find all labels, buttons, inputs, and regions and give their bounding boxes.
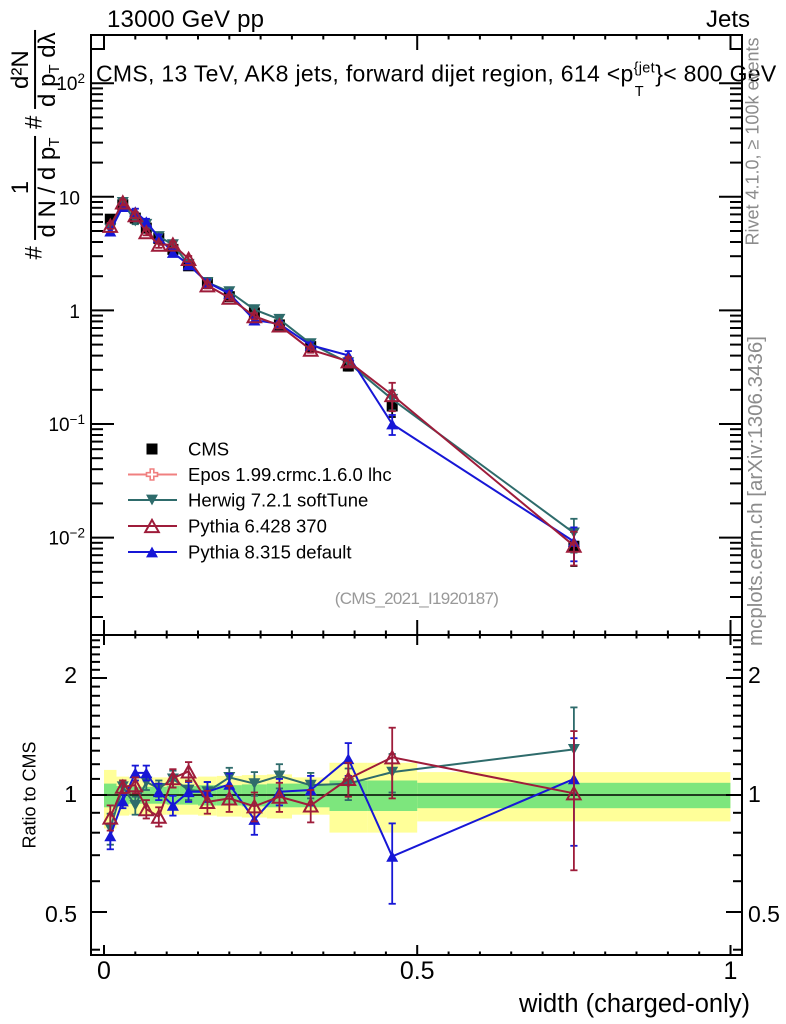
svg-text:10: 10 [59, 188, 80, 209]
svg-text:1: 1 [748, 781, 761, 807]
svg-text:13000 GeV pp: 13000 GeV pp [107, 6, 264, 33]
svg-text:CMS, 13 TeV, AK8 jets, forward: CMS, 13 TeV, AK8 jets, forward dijet reg… [96, 61, 777, 100]
svg-text:Pythia 8.315 default: Pythia 8.315 default [188, 542, 352, 563]
svg-text:(CMS_2021_I1920187): (CMS_2021_I1920187) [335, 589, 498, 608]
svg-text:Pythia 6.428 370: Pythia 6.428 370 [188, 516, 327, 537]
svg-text:Epos 1.99.crmc.1.6.0 lhc: Epos 1.99.crmc.1.6.0 lhc [188, 464, 392, 485]
svg-text:0.5: 0.5 [748, 901, 780, 927]
svg-text:0.5: 0.5 [400, 957, 435, 985]
svg-text:1: 1 [64, 781, 77, 807]
svg-text:CMS: CMS [188, 439, 229, 460]
svg-text:1: 1 [724, 957, 738, 985]
svg-text:Jets: Jets [706, 6, 750, 33]
svg-text:10−2: 10−2 [48, 526, 85, 550]
svg-text:0: 0 [97, 957, 111, 985]
svg-text:1: 1 [69, 302, 80, 323]
svg-text:10−1: 10−1 [48, 412, 85, 436]
svg-text:width (charged-only): width (charged-only) [518, 990, 750, 1018]
svg-text:0.5: 0.5 [45, 901, 77, 927]
svg-text:2: 2 [748, 662, 761, 688]
svg-text:Herwig 7.2.1 softTune: Herwig 7.2.1 softTune [188, 490, 368, 511]
svg-text:2: 2 [64, 662, 77, 688]
